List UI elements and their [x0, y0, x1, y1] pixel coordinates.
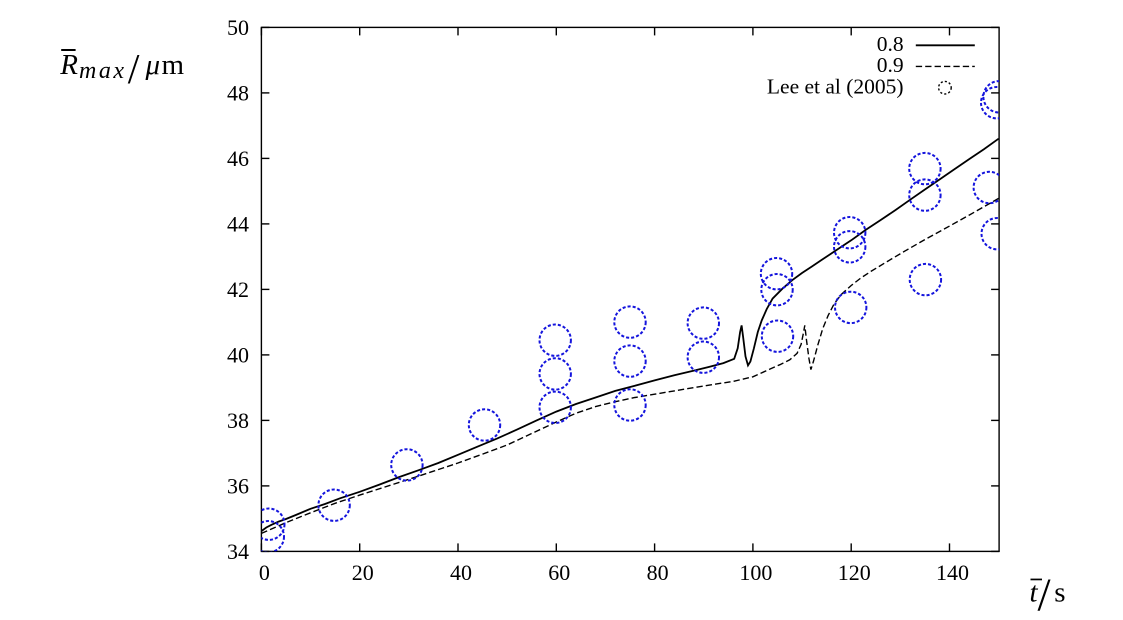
svg-text:t: t: [1030, 577, 1039, 609]
svg-text:48: 48: [227, 80, 249, 105]
svg-text:80: 80: [647, 560, 669, 585]
svg-text:120: 120: [838, 560, 871, 585]
svg-text:max: max: [79, 58, 126, 84]
svg-text:s: s: [1054, 577, 1065, 609]
svg-text:0: 0: [259, 560, 270, 585]
svg-text:/: /: [1038, 569, 1052, 615]
svg-text:μ: μ: [145, 49, 161, 81]
svg-text:50: 50: [227, 15, 249, 40]
svg-text:46: 46: [227, 146, 249, 171]
svg-text:Lee et al (2005): Lee et al (2005): [767, 74, 904, 98]
svg-text:40: 40: [227, 342, 249, 367]
svg-text:36: 36: [227, 473, 249, 498]
svg-text:0.8: 0.8: [877, 32, 904, 56]
svg-text:100: 100: [739, 560, 772, 585]
svg-text:42: 42: [227, 277, 249, 302]
svg-text:60: 60: [548, 560, 570, 585]
svg-text:38: 38: [227, 408, 249, 433]
svg-text:140: 140: [936, 560, 969, 585]
svg-text:/: /: [128, 47, 140, 93]
svg-text:0.9: 0.9: [877, 53, 904, 77]
svg-text:R: R: [59, 49, 78, 81]
svg-text:40: 40: [450, 560, 472, 585]
svg-text:20: 20: [352, 560, 374, 585]
svg-text:34: 34: [227, 539, 249, 564]
svg-text:m: m: [162, 49, 185, 81]
svg-text:44: 44: [227, 211, 249, 236]
